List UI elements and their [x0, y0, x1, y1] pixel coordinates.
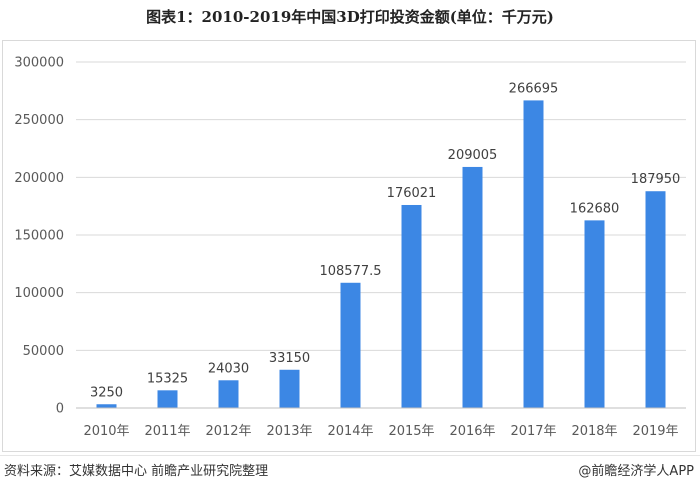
bar [340, 282, 361, 408]
bar [462, 166, 483, 408]
y-tick-label: 150000 [14, 229, 64, 244]
bar [645, 191, 666, 408]
x-tick-label: 2016年 [449, 424, 495, 439]
x-tick-label: 2013年 [266, 424, 312, 439]
y-tick-label: 0 [56, 402, 64, 417]
x-tick-label: 2015年 [388, 424, 434, 439]
chart-title: 图表1：2010-2019年中国3D打印投资金额(单位：千万元) [146, 8, 554, 26]
bar [401, 204, 422, 408]
data-label: 33150 [269, 351, 310, 366]
x-axis-ticks: 2010年 2011年 2012年 2013年 2014年 2015年 2016年 2017年… [83, 424, 678, 439]
data-label: 187950 [631, 172, 681, 187]
data-label: 266695 [509, 81, 559, 96]
bar [279, 369, 300, 408]
x-tick-label: 2018年 [571, 424, 617, 439]
chart-frame [2, 40, 696, 452]
data-label: 162680 [570, 201, 620, 216]
data-label: 176021 [387, 186, 437, 201]
bar [96, 404, 117, 408]
x-tick-label: 2017年 [510, 424, 556, 439]
brand-credit: @前瞻经济学人APP [578, 464, 694, 479]
gridlines [76, 61, 686, 351]
bars [96, 100, 666, 408]
source-note: 资料来源：艾媒数据中心 前瞻产业研究院整理 [4, 464, 269, 479]
y-tick-label: 250000 [14, 113, 64, 128]
x-tick-label: 2012年 [205, 424, 251, 439]
x-tick-label: 2010年 [83, 424, 129, 439]
data-label: 3250 [90, 385, 123, 400]
bar [584, 220, 605, 408]
footer-divider [0, 455, 700, 456]
y-tick-label: 50000 [23, 344, 64, 359]
y-axis-ticks: 0 50000 100000 150000 200000 250000 300000 [14, 56, 64, 417]
y-tick-label: 100000 [14, 286, 64, 301]
y-tick-label: 200000 [14, 171, 64, 186]
data-labels: 3250 15325 24030 33150 108577.5 176021 209005 2… [90, 81, 680, 400]
data-label: 15325 [147, 371, 188, 386]
bar [523, 100, 544, 408]
x-tick-label: 2019年 [632, 424, 678, 439]
x-tick-label: 2014年 [327, 424, 373, 439]
data-label: 24030 [208, 361, 249, 376]
x-tick-label: 2011年 [144, 424, 190, 439]
y-tick-label: 300000 [14, 56, 64, 71]
bar [157, 390, 178, 408]
data-label: 209005 [448, 148, 498, 163]
data-label: 108577.5 [319, 264, 381, 279]
bar [218, 380, 239, 408]
